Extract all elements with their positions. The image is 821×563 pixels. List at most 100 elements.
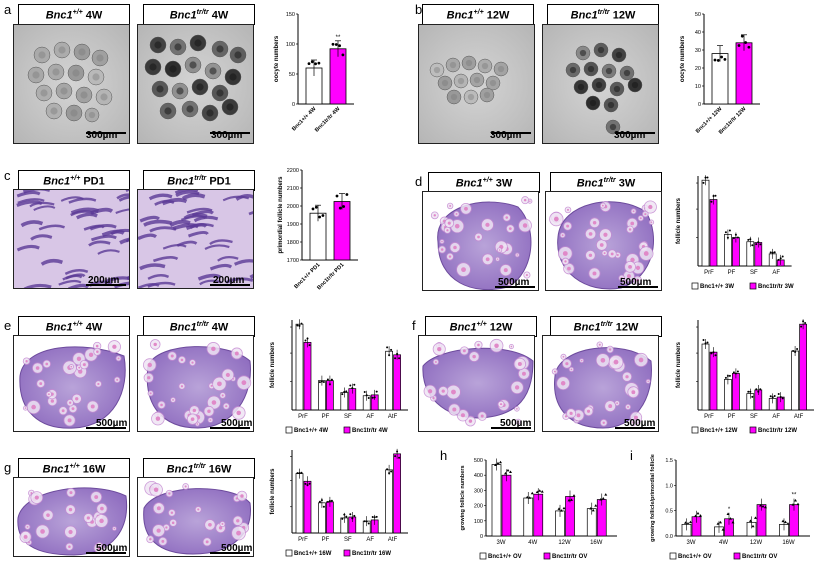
oocyte-dot [566,224,570,228]
oocyte-core [78,48,86,56]
data-point [721,528,725,531]
tissue-strand [217,256,239,262]
oocyte-dot [580,359,583,362]
oocyte-dot [117,357,120,360]
data-point [792,350,795,353]
oocyte-dot [565,362,569,366]
oocyte-dot [562,355,565,358]
oocyte [33,46,51,64]
label-d-wt: Bnc1+/+ 3W [428,172,540,193]
tissue-strand [110,228,129,236]
data-point [710,200,713,203]
oocyte-core [186,105,194,113]
data-point [706,176,709,179]
bar-wildtype [701,343,710,411]
data-point [365,520,368,523]
data-point [396,352,399,355]
oocyte-core [579,49,587,57]
data-point [296,324,299,327]
tissue-strand [88,240,111,247]
bar-mutant [533,493,544,537]
bar-mutant [303,342,312,411]
x-tick-label: 16W [782,540,795,546]
oocyte-dot [241,380,247,386]
data-point [386,468,389,471]
oocyte-core [569,66,577,74]
tissue-strand [70,207,100,215]
oocyte-image-a-tr [137,24,254,144]
tissue-strand [125,238,129,243]
oocyte-dot [68,529,73,535]
oocyte-dot [635,265,641,270]
label-e-tr: Bnc1tr/tr 4W [143,316,255,337]
oocyte-dot [522,223,528,228]
legend-swatch-wildtype [691,282,699,290]
data-point [714,194,717,197]
oocyte [463,89,479,105]
tissue-strand [152,255,179,263]
y-tick-label: 0 [480,534,483,540]
bar-mutant [735,42,753,105]
data-point [388,472,391,475]
oocyte-dot [564,260,567,263]
oocyte-dot [485,222,490,227]
oocyte-core [613,85,621,93]
legend-label-wildtype: Bnc1+/+ 12W [700,428,738,434]
oocyte-dot [69,491,73,495]
data-point [540,490,544,493]
data-point [308,482,311,485]
scale-f-wt: 500µm [500,418,532,429]
oocyte-dot [31,404,36,410]
oocyte-dot [45,362,49,366]
oocyte-dot [180,358,184,362]
oocyte-core [176,87,184,95]
x-tick-label: 3W [497,540,506,546]
oocyte-dot [647,380,649,383]
tissue-strand [139,263,166,271]
scale-g-tr: 500µm [221,543,253,554]
x-tick-label: Bnc1tr/tr 4W [314,106,342,134]
legend-label-wildtype: Bnc1+/+ 16W [294,551,332,557]
x-tick-label: 16W [590,540,603,546]
oocyte-dot [510,345,513,348]
oocyte-dot [40,529,45,534]
tissue-image-e-tr [137,335,254,432]
oocyte-core [489,79,497,87]
oocyte-dot [630,257,635,263]
scale-e-wt: 500µm [96,418,128,429]
tissue-strand [83,224,105,231]
data-point [773,251,776,254]
oocyte-dot [168,492,171,495]
data-point [304,482,307,485]
oocyte-core [96,54,104,62]
tissue-strand [139,215,160,223]
oocyte-core [32,71,40,79]
y-axis-label: primordial follicle numbers [278,176,284,254]
oocyte [27,66,45,84]
oocyte-dot [603,252,606,255]
chart-d: follicle numbers PrF PF SF AF Bnc1+/+ 3W Bnc1t… [676,175,794,290]
x-tick-label: 4W [528,540,537,546]
data-point [528,496,532,499]
oocyte [446,89,462,105]
data-point [747,390,750,393]
data-point [747,45,751,49]
data-point [504,471,507,475]
oocyte-dot [477,235,480,239]
legend-label-wildtype: Bnc1+/+ OV [678,554,712,560]
oocyte-dot [75,397,79,401]
oocyte-core [589,99,597,107]
oocyte-core [587,65,595,73]
scale-bar [86,132,126,134]
data-point [557,507,561,510]
oocyte-core [605,67,613,75]
tissue-strand [209,239,233,246]
panel-letter-c: c [4,168,11,183]
y-tick-label: 0.5 [665,509,673,515]
tissue-strand [138,233,158,241]
data-point [712,351,715,354]
oocyte-core [595,81,603,89]
significance-label: ** [336,35,341,41]
data-point [734,372,737,375]
oocyte-dot [613,359,619,365]
